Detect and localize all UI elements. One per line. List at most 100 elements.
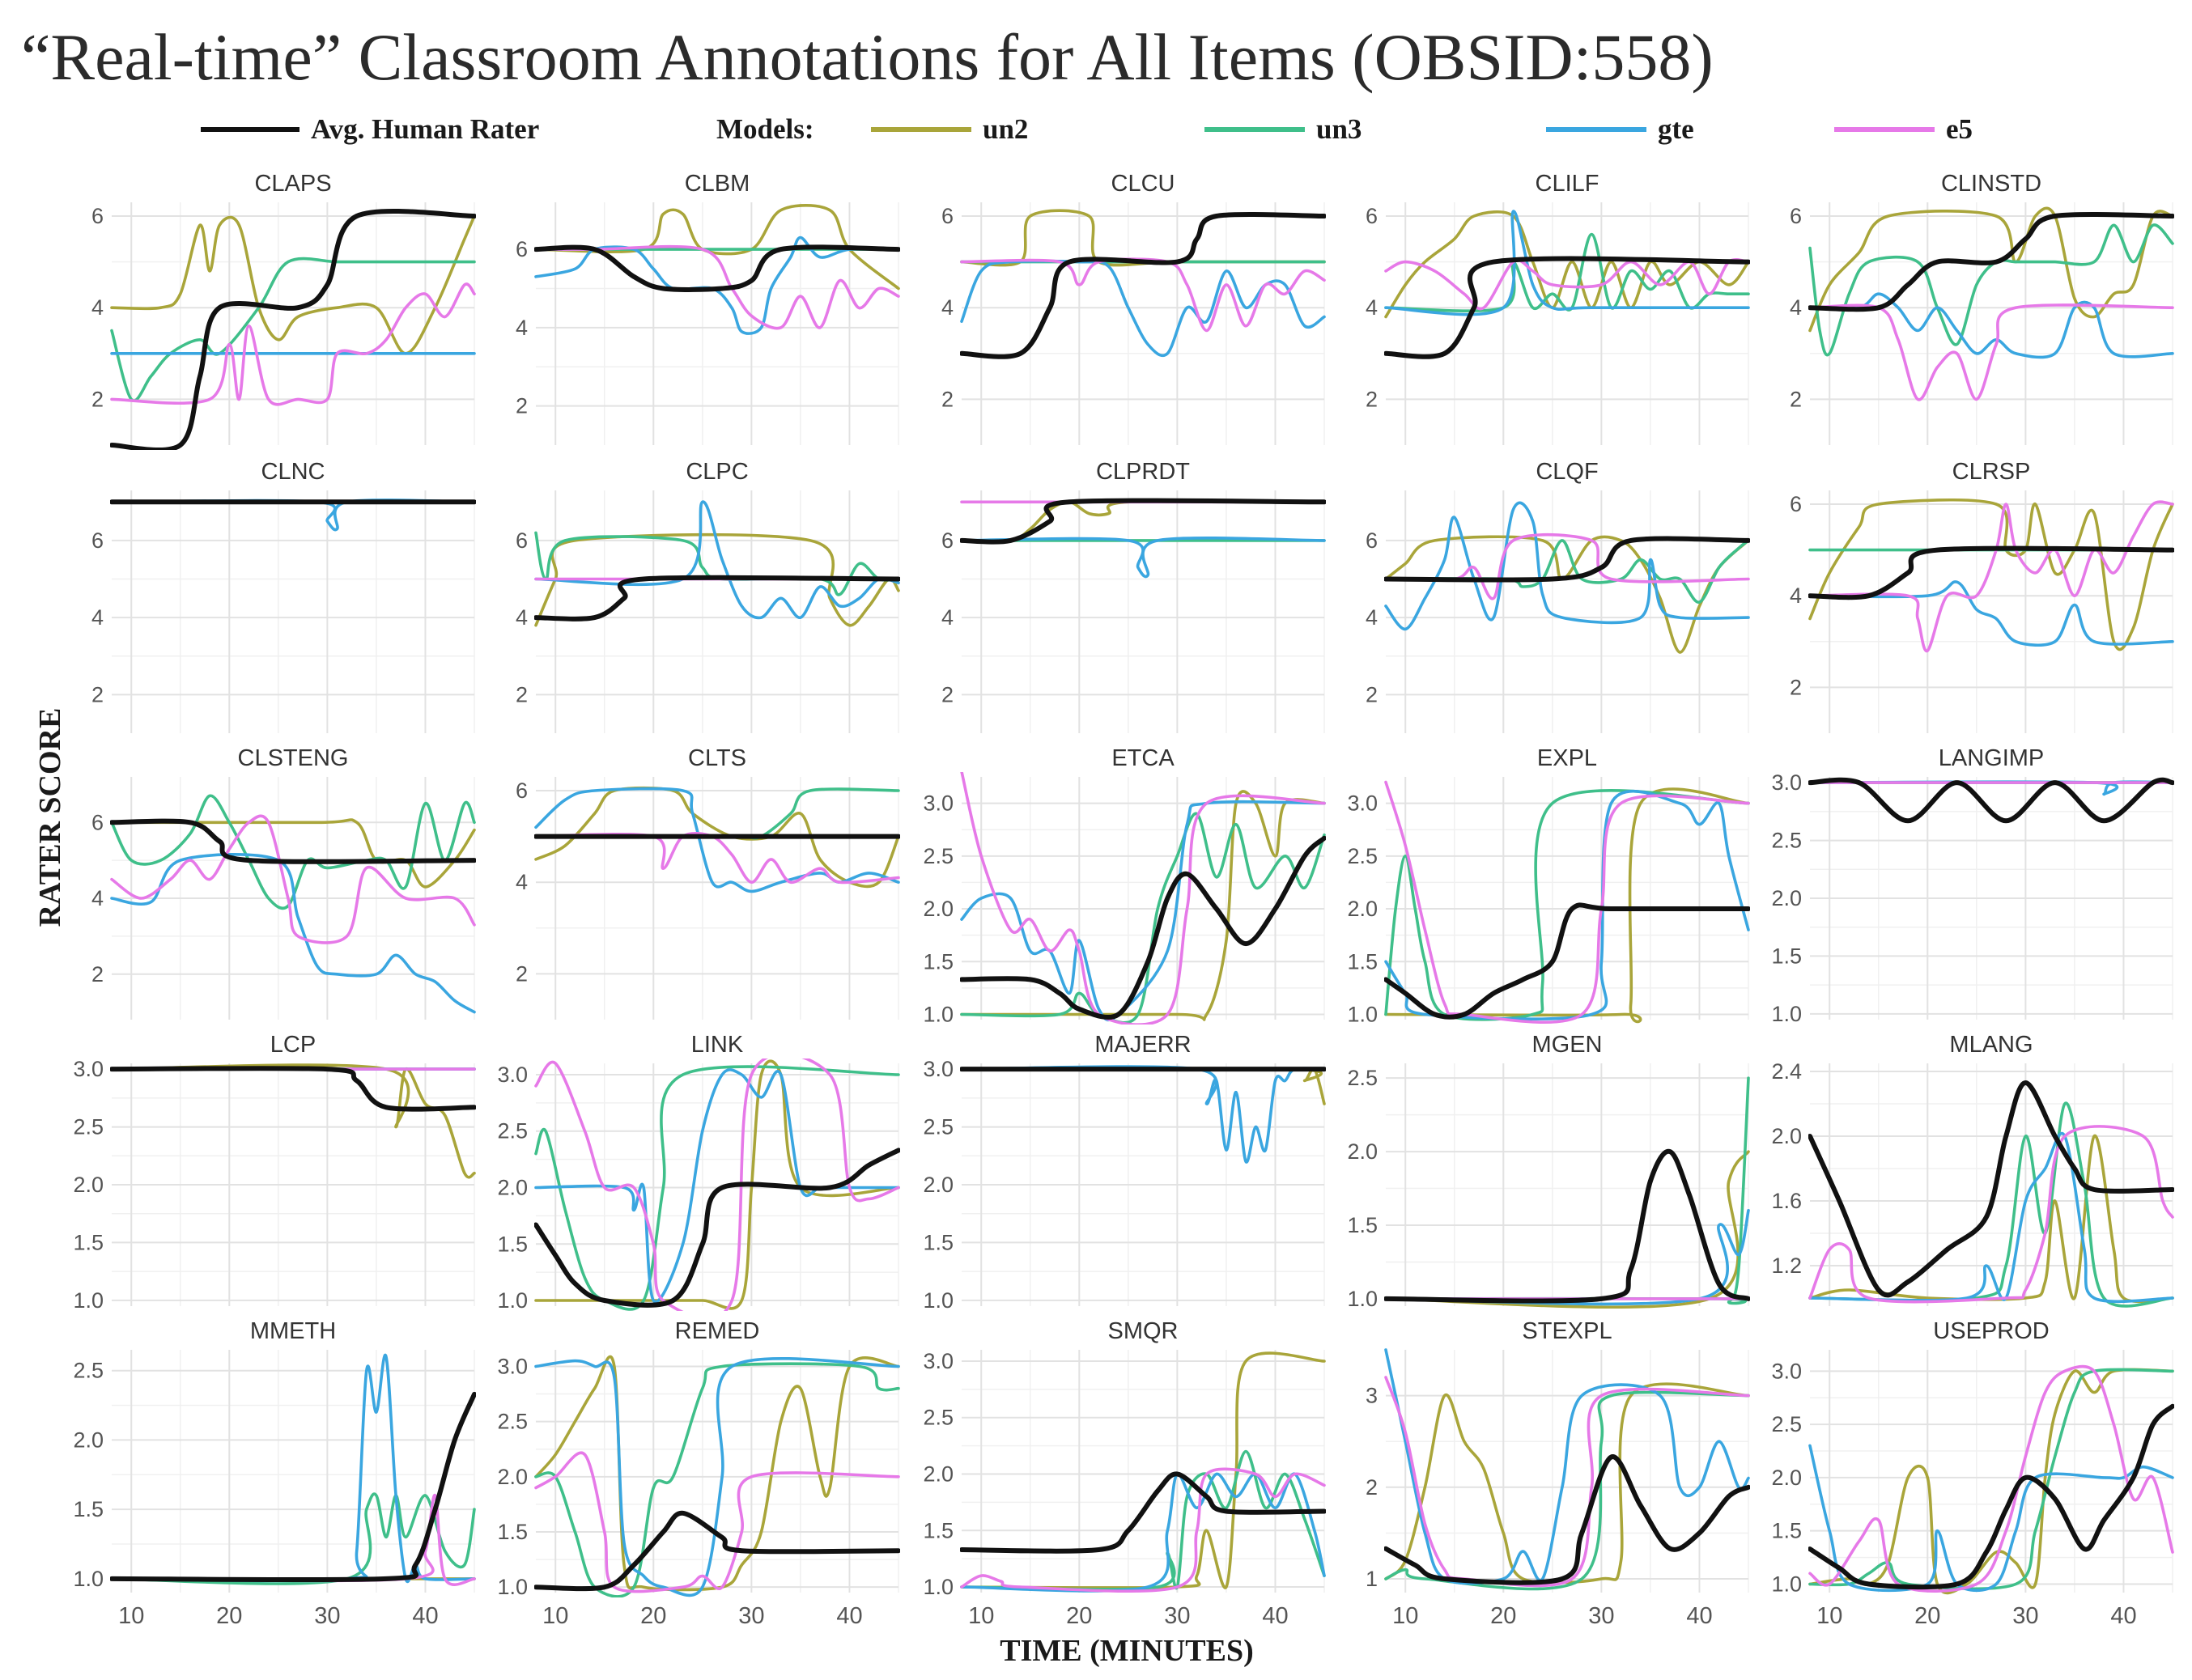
series-line-un2 [534, 1355, 900, 1592]
panel-title: CLPRDT [1096, 459, 1190, 485]
y-tick-label: 1.0 [497, 1288, 528, 1313]
series-line-gte [1384, 501, 1750, 631]
series-line-gte [110, 853, 476, 1014]
panel-title: CLSTENG [238, 745, 349, 771]
panel-clilf: CLILF 2 4 6 [1366, 171, 1750, 445]
series-line-e5 [534, 1058, 900, 1311]
panel-title: MMETH [250, 1318, 336, 1344]
series-line-human [1808, 777, 2174, 824]
series-line-gte [110, 1353, 476, 1583]
legend-label-un3: un3 [1316, 113, 1362, 145]
y-tick-label: 1.6 [1771, 1189, 1802, 1213]
y-tick-label: 4 [1366, 295, 1378, 320]
panel-title: CLILF [1536, 171, 1599, 197]
y-tick-label: 1.0 [1771, 1002, 1802, 1026]
legend-item-human: Avg. Human Rater [201, 107, 539, 152]
y-tick-label: 3.0 [497, 1354, 528, 1378]
y-tick-label: 3.0 [1347, 791, 1378, 816]
series-line-human [110, 818, 476, 864]
panel-title: LINK [691, 1032, 744, 1058]
y-tick-label: 4 [91, 605, 104, 630]
legend-item-gte: gte [1546, 107, 1694, 152]
series-line-human [1384, 1454, 1750, 1585]
series-line-un2 [1384, 1382, 1750, 1585]
series-line-un3 [1384, 539, 1750, 604]
y-tick-label: 2.0 [1347, 1139, 1378, 1164]
legend-item-un3: un3 [1204, 107, 1362, 152]
y-tick-label: 2.5 [73, 1359, 104, 1383]
panel-useprod: USEPROD 1.0 1.5 2.0 2.5 3.0 10 20 30 40 [1771, 1318, 2174, 1629]
y-tick-label: 3.0 [497, 1063, 528, 1087]
panel-title: CLCU [1111, 171, 1175, 197]
panel-title: STEXPL [1522, 1318, 1612, 1344]
y-tick-label: 6 [516, 778, 528, 803]
y-tick-label: 2.5 [923, 1115, 954, 1139]
y-tick-label: 1.0 [1347, 1002, 1378, 1026]
y-tick-label: 3.0 [1771, 1359, 1802, 1383]
y-tick-label: 2.0 [1771, 1466, 1802, 1490]
panel-title: CLAPS [254, 171, 331, 197]
y-tick-label: 1.5 [497, 1232, 528, 1256]
y-tick-label: 2.0 [73, 1428, 104, 1452]
y-tick-label: 6 [1790, 204, 1802, 228]
y-tick-label: 1.0 [1347, 1287, 1378, 1311]
panel-title: CLINSTD [1941, 171, 2041, 197]
panel-expl: EXPL 1.0 1.5 2.0 2.5 3.0 [1347, 745, 1750, 1026]
y-tick-label: 1.5 [923, 949, 954, 974]
y-tick-label: 4 [91, 886, 104, 910]
y-tick-label: 2 [1790, 387, 1802, 411]
series-line-e5 [534, 1451, 900, 1593]
y-tick-label: 3.0 [923, 791, 954, 816]
y-tick-label: 2 [516, 682, 528, 706]
y-tick-label: 2 [516, 394, 528, 418]
panel-remed: REMED 1.0 1.5 2.0 2.5 3.0 10 20 30 40 [497, 1318, 900, 1629]
y-tick-label: 2.5 [1347, 844, 1378, 868]
y-tick-label: 2 [1366, 387, 1378, 411]
series-line-gte [1808, 580, 2174, 647]
y-tick-label: 4 [1790, 295, 1802, 320]
panel-title: EXPL [1537, 745, 1597, 771]
panel-title: MAJERR [1094, 1032, 1191, 1058]
panel-clcu: CLCU 2 4 6 [941, 171, 1326, 445]
series-line-un2 [1808, 498, 2174, 651]
y-tick-label: 1.5 [1771, 944, 1802, 968]
y-tick-label: 2.5 [923, 844, 954, 868]
panel-title: CLNC [261, 459, 325, 485]
series-line-un2 [1808, 1135, 2174, 1304]
series-line-un2 [1808, 206, 2174, 333]
y-tick-label: 2 [941, 387, 954, 411]
x-tick-label: 40 [412, 1603, 438, 1629]
y-tick-label: 1.5 [73, 1230, 104, 1254]
series-line-un2 [110, 1063, 476, 1179]
series-line-gte [1808, 1444, 2174, 1593]
y-tick-label: 2.0 [923, 897, 954, 921]
series-line-gte [534, 500, 900, 620]
y-tick-label: 1.5 [1347, 949, 1378, 974]
legend-models-title: Models: [716, 113, 814, 145]
series-line-e5 [960, 772, 1326, 1025]
panel-etca: ETCA 1.0 1.5 2.0 2.5 3.0 [923, 745, 1326, 1026]
series-line-e5 [110, 282, 476, 406]
series-line-human [534, 575, 900, 622]
legend-swatch-gte [1546, 127, 1646, 132]
series-line-un3 [1384, 1076, 1750, 1305]
legend: Avg. Human Rater Models: un2 un3 gte e5 [0, 107, 2192, 152]
y-tick-label: 1.5 [1347, 1213, 1378, 1237]
x-tick-label: 40 [2110, 1603, 2136, 1629]
series-line-gte [1808, 292, 2174, 359]
y-tick-label: 1.5 [923, 1518, 954, 1542]
series-line-gte [960, 537, 1326, 579]
legend-swatch-un3 [1204, 127, 1305, 132]
panel-title: MLANG [1949, 1032, 2033, 1058]
series-line-e5 [1808, 1125, 2174, 1304]
series-line-human [960, 835, 1326, 1020]
series-line-un2 [1808, 1368, 2174, 1595]
panel-clbm: CLBM 2 4 6 [516, 171, 900, 445]
y-tick-label: 2.5 [73, 1115, 104, 1139]
series-line-human [1808, 1403, 2174, 1590]
series-line-un3 [110, 257, 476, 402]
panel-title: USEPROD [1933, 1318, 2049, 1344]
y-tick-label: 2 [516, 961, 528, 986]
series-line-e5 [960, 1467, 1326, 1593]
